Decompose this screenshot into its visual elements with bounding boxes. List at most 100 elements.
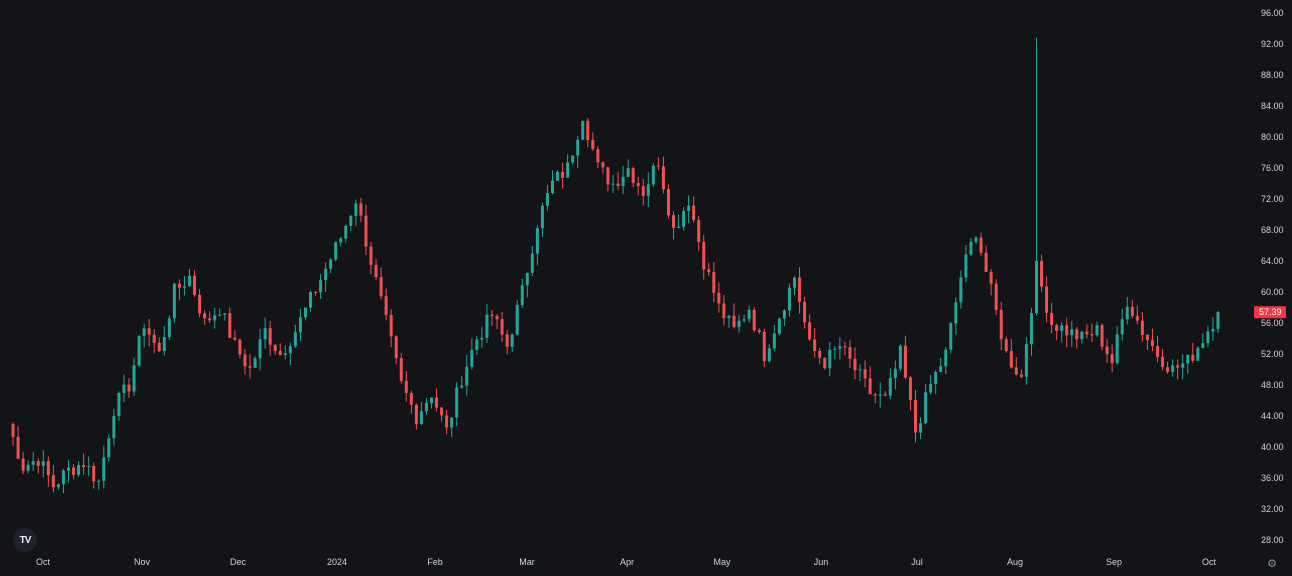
candle-body [878,394,882,396]
candle-body [430,397,433,403]
candle-body [142,328,146,336]
candle-body [722,303,726,319]
candle-body [762,332,766,362]
candle-body [818,350,822,358]
candle-body [253,358,257,368]
candle-body [848,347,852,359]
candle-body [651,165,655,185]
tradingview-logo[interactable]: TV [13,528,37,552]
candle-body [409,392,413,405]
candle-body [1135,315,1139,321]
candle-body [1009,350,1013,368]
candle-body [919,423,923,433]
candle-body [505,334,509,347]
candle-body [994,283,998,310]
candle-body [1065,325,1069,336]
candle-body [193,275,197,295]
candle-body [147,328,151,335]
x-axis-tick-label: 2024 [327,557,347,567]
candle-body [36,461,40,466]
candle-body [576,139,580,156]
y-axis-tick-label: 84.00 [1261,101,1284,111]
candle-body [672,215,675,228]
candle-body [823,357,827,369]
candle-body [248,366,252,368]
y-axis-tick-label: 80.00 [1261,132,1284,142]
candle-body [737,320,741,328]
candle-body [1040,260,1044,287]
candle-body [863,369,867,379]
candle-body [944,349,948,367]
candle-body [490,314,494,316]
candle-body [712,272,716,293]
candle-body [213,315,217,321]
candle-body [873,394,877,396]
candle-body [208,318,212,321]
candle-body [717,292,721,304]
y-axis-tick-label: 92.00 [1261,39,1284,49]
candle-body [1085,331,1089,335]
candle-body [556,172,560,181]
candle-body [1045,286,1049,313]
y-axis-tick-label: 60.00 [1261,287,1284,297]
candle-body [419,411,423,425]
candle-body [601,162,605,168]
candle-body [288,346,292,354]
y-axis-tick-label: 52.00 [1261,349,1284,359]
candle-body [903,345,907,378]
candle-body [379,277,383,297]
candle-body [480,337,484,340]
candle-body [702,241,706,270]
candle-body [1120,319,1124,335]
settings-gear-icon[interactable]: ⚙ [1267,558,1277,570]
candle-body [445,415,449,428]
candle-body [1206,331,1210,344]
candle-body [500,319,504,335]
candle-body [767,348,771,362]
candle-body [374,264,378,278]
candle-body [964,254,968,278]
candle-body [732,315,736,328]
candle-body [586,120,590,141]
candle-body [606,167,610,185]
candle-body [188,275,191,287]
y-axis-tick-label: 56.00 [1261,318,1284,328]
candle-body [1130,306,1134,316]
candle-body [787,287,791,311]
candle-body [1201,343,1205,348]
candle-body [460,385,464,388]
candle-body [540,205,544,229]
candle-body [1035,260,1038,314]
candle-body [803,301,807,323]
candle-body [1050,312,1054,325]
candle-body [122,384,126,394]
candle-body [102,457,106,481]
candle-body [475,339,479,350]
candle-body [283,353,287,355]
candle-body [914,400,917,433]
candle-body [591,140,595,150]
candle-body [1145,335,1149,341]
candle-body [424,402,428,412]
candle-body [898,345,902,369]
candle-body [41,461,45,466]
candle-body [1075,329,1079,340]
candle-body [1100,325,1104,347]
candle-body [581,120,585,140]
candle-body [435,397,439,408]
candle-body [1115,334,1119,364]
candle-body [1211,328,1215,332]
candle-body [596,149,600,163]
candle-body [893,368,897,378]
candle-body [883,394,887,396]
candle-body [1105,346,1109,355]
candle-body [233,337,237,340]
candle-body [515,305,519,335]
candle-body [203,313,207,319]
candle-body [949,323,953,350]
candle-body [223,313,227,315]
candle-body [1176,365,1180,368]
candle-body [218,314,222,316]
